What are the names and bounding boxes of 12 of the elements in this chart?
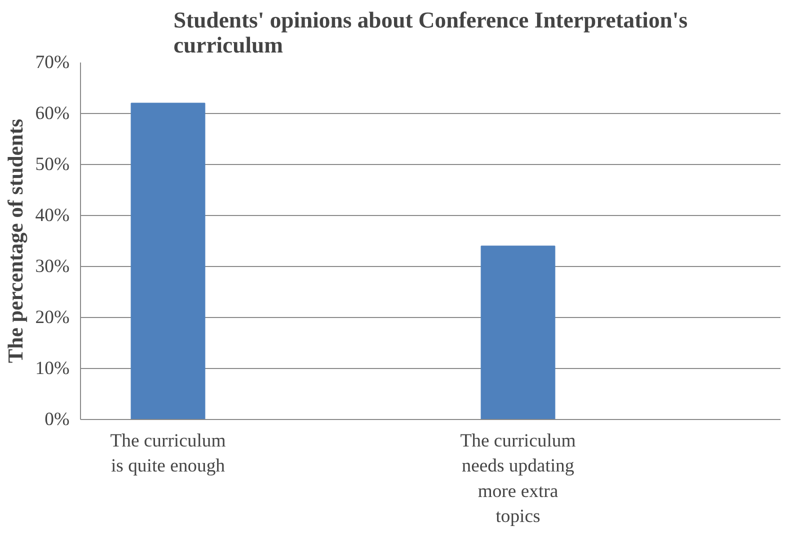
y-tick-label: 20% [35,307,70,328]
x-tick-label: The curriculum needs updating more extra topics [460,430,576,528]
y-tick-label: 40% [35,205,70,226]
y-tick-label: 70% [35,52,70,73]
chart-title: Students' opinions about Conference Interpretation's curriculum [173,8,688,58]
y-tick-label: 10% [35,358,70,379]
y-tick-label: 50% [35,154,70,175]
y-tick-label: 0% [44,409,70,430]
y-axis-title: The percentage of students [3,118,28,364]
y-tick-label: 60% [35,103,70,124]
y-tick-label: 30% [35,256,70,277]
x-tick-label: The curriculum is quite enough [110,430,226,477]
